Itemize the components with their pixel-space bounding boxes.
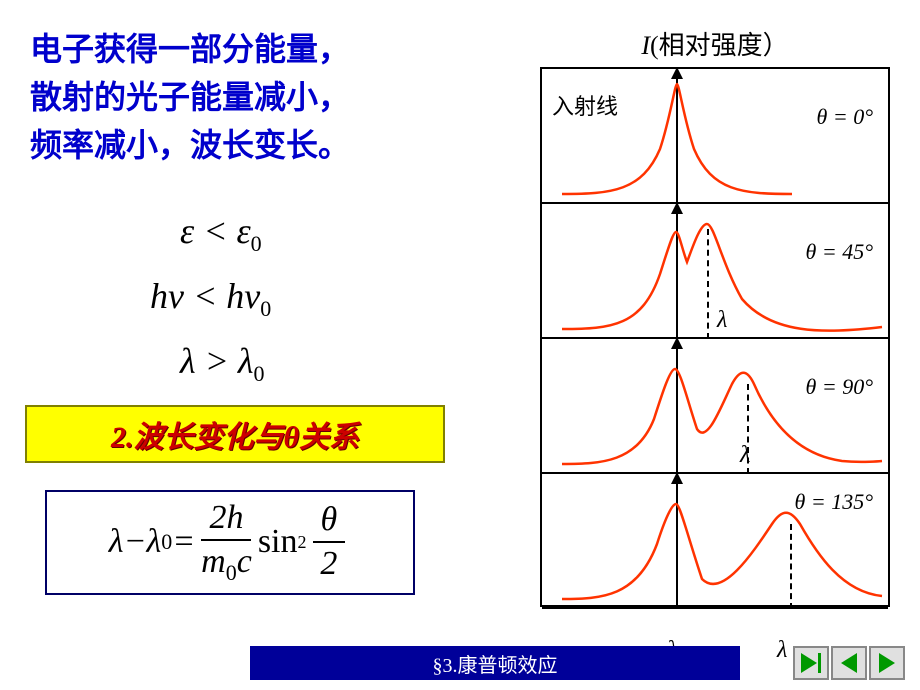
- chart-panel-45: θ = 45° λ: [542, 204, 888, 339]
- intensity-chart: I(相对强度） 入射线 θ = 0° θ = 45° λ θ =: [540, 25, 890, 607]
- chart-panel-0: 入射线 θ = 0°: [542, 69, 888, 204]
- equation-lambda: λ > λ0: [180, 340, 264, 387]
- lambda-label: λ: [777, 637, 787, 664]
- section-heading: 2.波长变化与θ关系: [111, 412, 359, 456]
- equation-hnu: hν < hν0: [150, 275, 271, 322]
- section-heading-box: 2.波长变化与θ关系: [25, 405, 445, 463]
- main-paragraph: 电子获得一部分能量， 散射的光子能量减小， 频率减小，波长变长。: [30, 25, 350, 169]
- chart-grid: 入射线 θ = 0° θ = 45° λ θ = 90° λ: [540, 67, 890, 607]
- equation-epsilon: ε < ε0: [180, 210, 262, 257]
- chart-panel-135: θ = 135°: [542, 474, 888, 609]
- compton-formula-box: λ − λ0 = 2h m0c sin2 θ 2: [45, 490, 415, 595]
- nav-next-button[interactable]: [793, 646, 829, 680]
- nav-forward-button[interactable]: [869, 646, 905, 680]
- main-line2: 散射的光子能量减小，: [30, 73, 350, 121]
- theta-label-90: θ = 90°: [806, 374, 873, 400]
- dashed-line: [707, 229, 709, 339]
- main-line1: 电子获得一部分能量，: [30, 25, 350, 73]
- chart-title: I(相对强度）: [540, 25, 890, 62]
- footer-title: §3.康普顿效应: [250, 646, 740, 680]
- curve-0: [542, 69, 892, 204]
- dashed-line: [790, 524, 792, 609]
- curve-90: [542, 339, 892, 474]
- theta-label-0: θ = 0°: [817, 104, 873, 130]
- main-line3: 频率减小，波长变长。: [30, 121, 350, 169]
- compton-formula: λ − λ0 = 2h m0c sin2 θ 2: [109, 499, 351, 586]
- nav-prev-button[interactable]: [831, 646, 867, 680]
- lambda-marker: λ: [717, 307, 727, 335]
- nav-buttons: [793, 646, 905, 680]
- chart-panel-90: θ = 90° λ: [542, 339, 888, 474]
- theta-label-135: θ = 135°: [795, 489, 873, 515]
- lambda-marker: λ: [740, 442, 750, 470]
- theta-label-45: θ = 45°: [806, 239, 873, 265]
